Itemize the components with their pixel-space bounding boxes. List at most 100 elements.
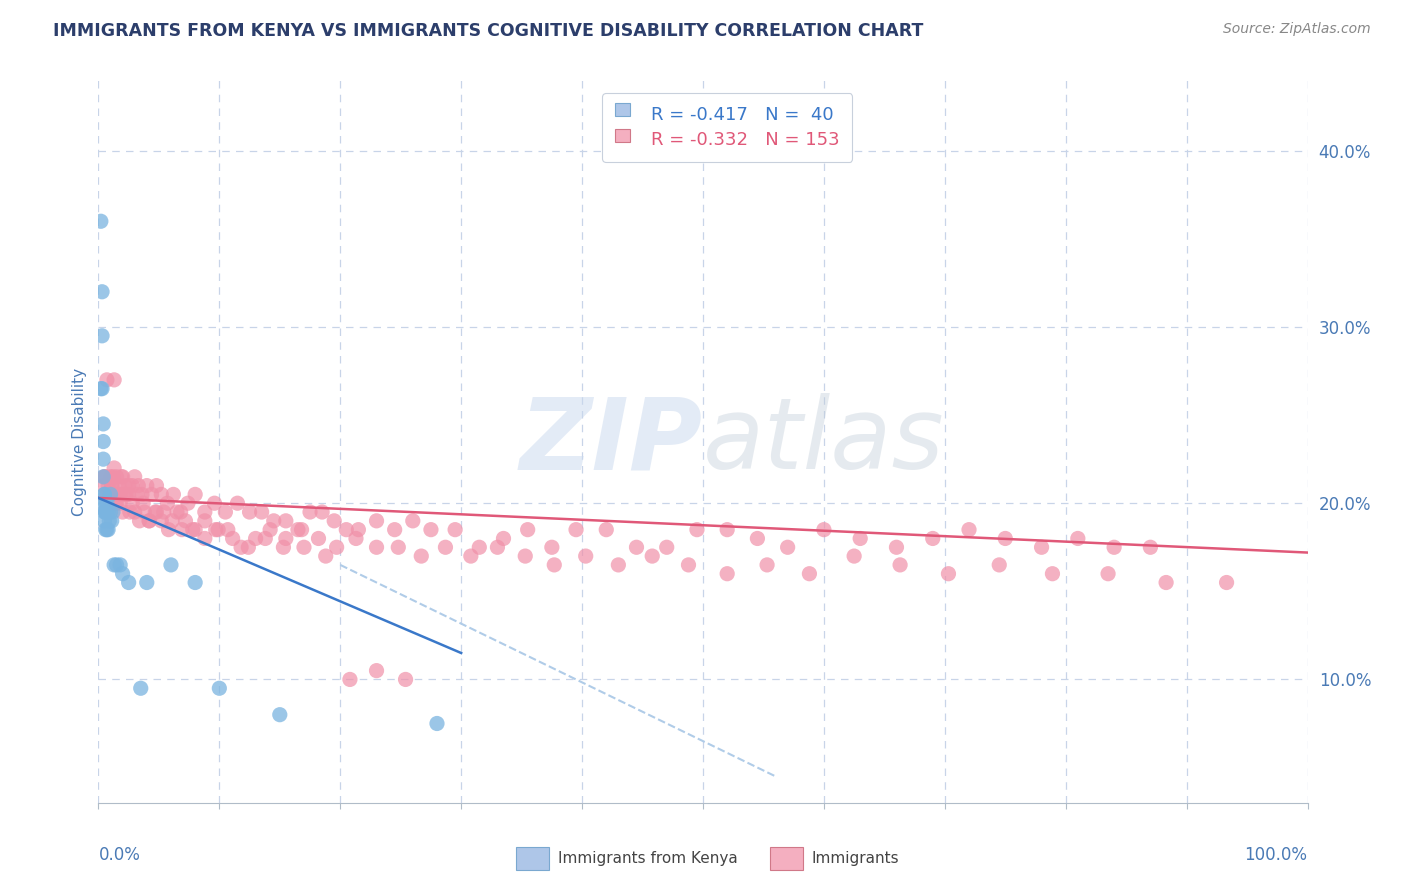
Point [468, 541, 491, 555]
Text: Immigrants from Kenya: Immigrants from Kenya [558, 851, 738, 866]
Point [101, 505, 124, 519]
Point [91, 478, 114, 492]
Point [127, 478, 149, 492]
Point [565, 523, 588, 537]
Text: Source: ZipAtlas.com: Source: ZipAtlas.com [1223, 22, 1371, 37]
Point [93, 496, 115, 510]
Point [157, 523, 180, 537]
Point [595, 523, 617, 537]
Point [128, 514, 150, 528]
Point [221, 532, 243, 546]
Point [101, 470, 124, 484]
Point [100, 487, 122, 501]
Point [394, 673, 416, 687]
Point [138, 514, 160, 528]
Point [411, 549, 433, 563]
Point [420, 523, 443, 537]
Point [132, 496, 155, 510]
Point [94, 505, 117, 519]
Point [129, 681, 152, 696]
Point [93, 470, 115, 484]
Point [124, 470, 146, 484]
Bar [516, 847, 550, 870]
Point [515, 549, 537, 563]
Point [93, 470, 115, 484]
Point [124, 505, 146, 519]
Point [145, 478, 167, 492]
Point [287, 523, 309, 537]
Point [91, 452, 114, 467]
Bar [769, 847, 803, 870]
Point [259, 523, 281, 537]
Point [107, 487, 129, 501]
Point [957, 523, 980, 537]
Point [214, 505, 236, 519]
Point [108, 487, 131, 501]
Point [384, 523, 406, 537]
Point [91, 328, 114, 343]
Point [921, 532, 943, 546]
Point [93, 487, 115, 501]
Point [115, 487, 138, 501]
Point [347, 523, 370, 537]
Point [105, 558, 128, 572]
Point [323, 514, 346, 528]
Point [1215, 575, 1237, 590]
Point [108, 496, 131, 510]
Point [114, 478, 136, 492]
Point [204, 523, 226, 537]
Text: 0.0%: 0.0% [98, 847, 141, 864]
Text: atlas: atlas [703, 393, 945, 490]
Point [245, 532, 267, 546]
Point [141, 487, 163, 501]
Point [94, 523, 117, 537]
Point [101, 487, 124, 501]
Text: 100.0%: 100.0% [1244, 847, 1308, 864]
Point [263, 514, 285, 528]
Point [100, 478, 122, 492]
Point [97, 478, 120, 492]
Point [444, 523, 467, 537]
Point [97, 505, 120, 519]
Point [686, 523, 709, 537]
Point [1031, 541, 1053, 555]
Point [105, 496, 128, 510]
Point [93, 505, 115, 519]
Point [150, 487, 173, 501]
Point [104, 487, 127, 501]
Point [96, 487, 118, 501]
Point [292, 541, 315, 555]
Point [1154, 575, 1177, 590]
Point [138, 514, 160, 528]
Point [290, 523, 312, 537]
Point [434, 541, 457, 555]
Point [335, 523, 357, 537]
Point [91, 470, 114, 484]
Point [118, 575, 141, 590]
Point [678, 558, 700, 572]
Point [460, 549, 482, 563]
Point [169, 505, 191, 519]
Point [118, 487, 141, 501]
Point [273, 541, 295, 555]
Point [366, 541, 388, 555]
Point [103, 558, 125, 572]
Point [114, 487, 136, 501]
Point [311, 505, 333, 519]
Point [889, 558, 911, 572]
Point [239, 505, 262, 519]
Point [540, 541, 562, 555]
Point [156, 496, 179, 510]
Point [96, 523, 118, 537]
Point [100, 470, 122, 484]
Point [131, 487, 153, 501]
Point [194, 514, 217, 528]
Point [344, 532, 367, 546]
Point [121, 496, 143, 510]
Point [1067, 532, 1090, 546]
Point [844, 549, 866, 563]
Point [274, 514, 297, 528]
Point [1102, 541, 1125, 555]
Text: Immigrants: Immigrants [811, 851, 900, 866]
Point [90, 214, 112, 228]
